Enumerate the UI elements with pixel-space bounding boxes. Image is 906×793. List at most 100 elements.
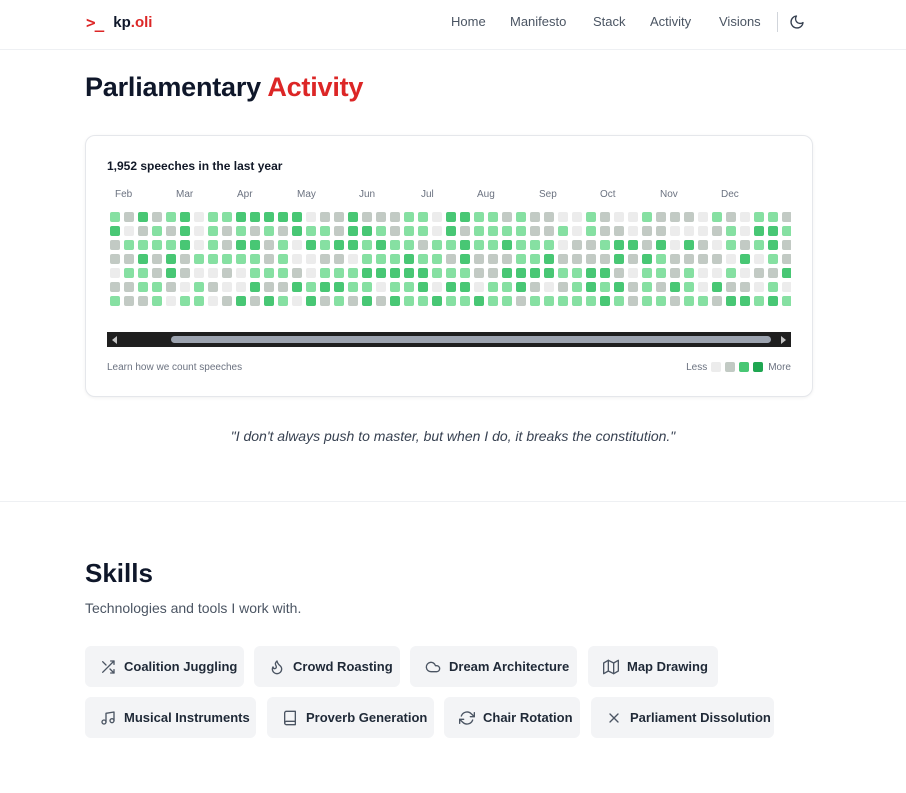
heatmap-day-cell bbox=[572, 240, 582, 250]
skill-chip-map-drawing[interactable]: Map Drawing bbox=[588, 646, 718, 687]
heatmap-day-cell bbox=[488, 212, 498, 222]
heatmap-day-cell bbox=[516, 212, 526, 222]
heatmap-day-cell bbox=[250, 282, 260, 292]
heatmap-day-cell bbox=[712, 296, 722, 306]
heatmap-day-cell bbox=[292, 212, 302, 222]
heatmap-day-cell bbox=[110, 282, 120, 292]
heatmap-day-cell bbox=[726, 296, 736, 306]
heatmap-day-cell bbox=[572, 268, 582, 278]
heatmap-horizontal-scrollbar[interactable] bbox=[107, 332, 791, 347]
heatmap-day-cell bbox=[530, 212, 540, 222]
learn-count-link[interactable]: Learn how we count speeches bbox=[107, 362, 243, 373]
heatmap-day-cell bbox=[236, 268, 246, 278]
heatmap-day-cell bbox=[768, 240, 778, 250]
heatmap-day-cell bbox=[502, 212, 512, 222]
brand-logo[interactable]: >_ kp.oli bbox=[86, 11, 152, 33]
heatmap-day-cell bbox=[222, 268, 232, 278]
heatmap-day-cell bbox=[656, 240, 666, 250]
skills-section-title: Skills bbox=[85, 558, 153, 588]
heatmap-day-cell bbox=[180, 226, 190, 236]
heatmap-day-cell bbox=[334, 296, 344, 306]
nav-link-stack[interactable]: Stack bbox=[593, 14, 626, 29]
heatmap-day-cell bbox=[320, 226, 330, 236]
heatmap-day-cell bbox=[768, 212, 778, 222]
heatmap-day-cell bbox=[614, 254, 624, 264]
heatmap-day-cell bbox=[292, 268, 302, 278]
heatmap-day-cell bbox=[432, 226, 442, 236]
skill-chip-coalition-juggling[interactable]: Coalition Juggling bbox=[85, 646, 244, 687]
heatmap-day-cell bbox=[740, 254, 750, 264]
heatmap-day-cell bbox=[516, 254, 526, 264]
nav-link-home[interactable]: Home bbox=[451, 14, 486, 29]
heatmap-day-cell bbox=[390, 268, 400, 278]
skills-subtitle: Technologies and tools I work with. bbox=[85, 600, 302, 616]
heatmap-day-cell bbox=[124, 240, 134, 250]
skill-chip-crowd-roasting[interactable]: Crowd Roasting bbox=[254, 646, 400, 687]
scroll-right-arrow-icon[interactable] bbox=[781, 336, 786, 344]
heatmap-day-cell bbox=[684, 240, 694, 250]
heatmap-day-cell bbox=[124, 296, 134, 306]
skill-label: Chair Rotation bbox=[483, 710, 573, 725]
nav-link-manifesto[interactable]: Manifesto bbox=[510, 14, 567, 29]
heatmap-day-cell bbox=[600, 268, 610, 278]
scroll-left-arrow-icon[interactable] bbox=[112, 336, 117, 344]
heatmap-day-cell bbox=[488, 282, 498, 292]
heatmap-day-cell bbox=[376, 268, 386, 278]
heatmap-day-cell bbox=[782, 296, 791, 306]
heatmap-day-cell bbox=[376, 212, 386, 222]
heatmap-day-cell bbox=[264, 240, 274, 250]
heatmap-day-cell bbox=[152, 296, 162, 306]
heatmap-day-cell bbox=[306, 268, 316, 278]
skill-chip-parliament-dissolution[interactable]: Parliament Dissolution bbox=[591, 697, 774, 738]
heatmap-day-cell bbox=[558, 212, 568, 222]
heatmap-day-cell bbox=[614, 212, 624, 222]
skill-chip-dream-architecture[interactable]: Dream Architecture bbox=[410, 646, 577, 687]
heatmap-day-cell bbox=[684, 226, 694, 236]
legend-swatch bbox=[753, 362, 764, 372]
speech-count-summary: 1,952 speeches in the last year bbox=[107, 159, 283, 173]
heatmap-day-cell bbox=[376, 226, 386, 236]
heatmap-day-cell bbox=[124, 268, 134, 278]
heatmap-day-cell bbox=[138, 268, 148, 278]
nav-link-visions[interactable]: Visions bbox=[719, 14, 761, 29]
scrollbar-thumb[interactable] bbox=[171, 336, 771, 343]
heatmap-day-cell bbox=[376, 240, 386, 250]
heatmap-day-cell bbox=[166, 296, 176, 306]
heatmap-day-cell bbox=[264, 282, 274, 292]
heatmap-day-cell bbox=[754, 240, 764, 250]
heatmap-day-cell bbox=[544, 282, 554, 292]
x-icon bbox=[606, 710, 622, 726]
heatmap-day-cell bbox=[404, 282, 414, 292]
heatmap-day-cell bbox=[376, 282, 386, 292]
heatmap-day-cell bbox=[600, 254, 610, 264]
skill-chip-proverb-generation[interactable]: Proverb Generation bbox=[267, 697, 434, 738]
heatmap-day-cell bbox=[740, 226, 750, 236]
heatmap-day-cell bbox=[572, 254, 582, 264]
nav-link-activity[interactable]: Activity bbox=[650, 14, 692, 29]
heatmap-day-cell bbox=[656, 282, 666, 292]
heatmap-day-cell bbox=[446, 296, 456, 306]
heatmap-day-cell bbox=[166, 212, 176, 222]
heatmap-day-cell bbox=[348, 296, 358, 306]
heatmap-day-cell bbox=[110, 296, 120, 306]
heatmap-day-cell bbox=[600, 212, 610, 222]
skill-chip-musical-instruments[interactable]: Musical Instruments bbox=[85, 697, 256, 738]
theme-toggle-button[interactable] bbox=[787, 12, 807, 32]
heatmap-day-cell bbox=[614, 268, 624, 278]
heatmap-day-cell bbox=[642, 268, 652, 278]
heatmap-day-cell bbox=[180, 254, 190, 264]
heatmap-day-cell bbox=[194, 268, 204, 278]
heatmap-day-cell bbox=[180, 212, 190, 222]
heatmap-day-cell bbox=[222, 296, 232, 306]
heatmap-day-cell bbox=[390, 254, 400, 264]
heatmap-day-cell bbox=[362, 282, 372, 292]
heatmap-day-cell bbox=[502, 282, 512, 292]
skill-chip-chair-rotation[interactable]: Chair Rotation bbox=[444, 697, 580, 738]
legend-more-label: More bbox=[768, 361, 791, 373]
heatmap-day-cell bbox=[488, 226, 498, 236]
heatmap-day-cell bbox=[586, 226, 596, 236]
heatmap-day-cell bbox=[712, 226, 722, 236]
heatmap-day-cell bbox=[460, 226, 470, 236]
heatmap-day-cell bbox=[712, 282, 722, 292]
heatmap-day-cell bbox=[782, 268, 791, 278]
